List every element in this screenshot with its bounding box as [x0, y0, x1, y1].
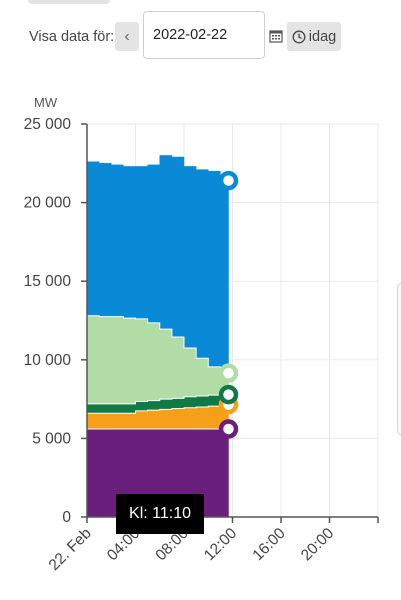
calendar-icon[interactable] [269, 29, 283, 43]
x-tick-label: 12:00 [201, 525, 241, 565]
clock-icon [292, 30, 306, 43]
y-tick-label: 25 000 [24, 116, 72, 133]
series-boundary-3 [87, 393, 229, 405]
series-boundary-2 [87, 404, 229, 414]
series-marker-0[interactable] [218, 419, 239, 439]
series-marker-4[interactable] [218, 170, 239, 191]
y-tick-label: 0 [62, 509, 71, 526]
chevron-left-icon: ‹ [124, 27, 130, 45]
date-label: Visa data för: [29, 29, 115, 45]
series-markers[interactable] [218, 170, 239, 439]
top-button-stub[interactable] [28, 0, 110, 4]
date-input[interactable] [143, 11, 265, 59]
y-tick-label: 10 000 [24, 352, 72, 369]
today-button[interactable]: idag [287, 22, 341, 51]
date-controls: Visa data för: ‹ idag [0, 0, 401, 70]
today-label: idag [308, 28, 337, 45]
y-tick-label: 5 000 [32, 430, 71, 447]
side-panel-edge[interactable] [397, 282, 401, 436]
tooltip-text: Kl: 11:10 [129, 505, 191, 522]
x-tick-label: 22. Feb [46, 525, 95, 574]
series-boundaries [87, 315, 229, 430]
time-tooltip: Kl: 11:10 [116, 494, 204, 534]
y-tick-label: 20 000 [24, 195, 72, 212]
series-areas [86, 155, 229, 518]
series-boundary-4 [87, 315, 229, 374]
y-tick-label: 15 000 [24, 273, 72, 290]
series-marker-3[interactable] [218, 363, 239, 383]
y-axis-labels: 0 5 000 10 000 15 000 20 000 25 000 [24, 116, 72, 526]
unit-label: MW [34, 95, 58, 110]
series-marker-2[interactable] [218, 384, 239, 405]
x-tick-label: 16:00 [249, 525, 289, 565]
x-tick-label: 20:00 [298, 525, 338, 565]
previous-day-button[interactable]: ‹ [115, 22, 139, 51]
